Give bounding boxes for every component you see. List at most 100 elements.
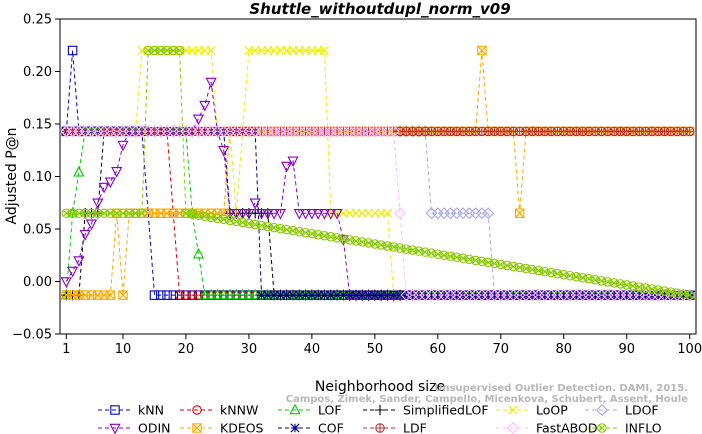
x-axis-label: Neighborhood size — [315, 379, 445, 395]
data-point-odin — [318, 209, 331, 220]
data-point-odin — [281, 161, 293, 173]
y-tick-label: 0.20 — [23, 65, 52, 80]
data-point-lof — [249, 288, 261, 300]
data-point-cof — [300, 290, 311, 300]
data-point-knn — [162, 290, 172, 300]
data-point-cof — [313, 290, 323, 300]
data-point-cof — [672, 290, 682, 300]
data-point-cof — [294, 290, 304, 300]
data-point-kdeos — [514, 208, 525, 218]
data-point-cof — [376, 290, 386, 300]
series-line-knnw — [66, 130, 690, 296]
data-point-knnw — [193, 290, 204, 300]
series-loop — [61, 45, 695, 300]
data-point-odin — [60, 277, 72, 288]
data-point-fastabod — [394, 207, 407, 220]
data-point-cof — [546, 290, 556, 300]
legend-label: FastABOD — [536, 421, 598, 434]
legend-label: COF — [318, 421, 344, 434]
data-point-inflo — [137, 208, 147, 218]
data-point-loop — [206, 45, 216, 56]
data-point-knnw — [187, 290, 197, 300]
series-odin — [60, 77, 696, 302]
data-point-odin — [199, 100, 211, 112]
y-tick-label: 0.25 — [23, 13, 52, 28]
x-tick-label: 10 — [115, 342, 132, 357]
data-point-inflo — [684, 290, 695, 300]
data-point-cof — [307, 290, 317, 300]
legend-item-simplifiedlof: SimplifiedLOF — [363, 403, 489, 418]
watermark-line-2: Campos, Zimek, Sander, Campello, Micenko… — [286, 394, 688, 405]
legend-item-cof: COF — [278, 421, 344, 434]
legend-item-kdeos: KDEOS — [180, 421, 264, 434]
data-point-cof — [363, 290, 374, 300]
legend-marker-odin — [109, 423, 121, 434]
series-line-loop — [66, 50, 690, 296]
data-point-cof — [263, 290, 273, 300]
legend-item-ldf: LDF — [363, 421, 427, 434]
data-point-lof — [205, 288, 217, 300]
data-point-odin — [92, 198, 104, 210]
series-line-ldof — [66, 130, 690, 296]
data-point-cof — [395, 290, 405, 300]
data-point-cof — [496, 290, 506, 300]
legend-marker-lof — [289, 403, 301, 415]
data-point-kdeos — [105, 290, 116, 300]
data-point-cof — [275, 290, 285, 300]
legend-item-ldof: LDOF — [585, 403, 659, 418]
data-point-odin — [268, 209, 280, 220]
x-tick-label: 40 — [304, 342, 321, 357]
series-line-kdeos — [66, 50, 690, 296]
data-point-cof — [609, 290, 619, 300]
legend-label: kNNW — [220, 403, 258, 418]
data-point-lof — [192, 247, 205, 259]
data-point-cof — [288, 290, 298, 300]
legend-item-lof: LOF — [278, 403, 342, 418]
series-line-fastabod — [66, 130, 690, 296]
data-point-kdeos — [118, 290, 128, 300]
legend-marker-loop — [508, 405, 518, 415]
legend-marker-kdeos — [192, 423, 202, 433]
x-tick-label: 20 — [178, 342, 195, 357]
legend-marker-ldof — [596, 404, 608, 416]
data-point-cof — [389, 290, 399, 300]
legend-label: LDOF — [625, 403, 659, 418]
legend-label: kNN — [138, 403, 164, 418]
data-point-odin — [111, 167, 123, 178]
data-point-odin — [98, 182, 110, 194]
axes: 1 10 20 30 40 50 60 70 80 90 100 −0.05 0.00 0.05 0.10 0… — [12, 13, 702, 358]
legend: kNN kNNW LOF SimplifiedLOF LoOP LDOF ODIN KDEOS… — [98, 403, 662, 434]
data-point-knn — [156, 290, 166, 300]
data-point-lof — [211, 288, 224, 300]
data-point-lof — [218, 288, 230, 300]
data-point-lof — [237, 288, 249, 300]
data-point-odin — [299, 209, 312, 220]
legend-marker-knnw — [192, 405, 202, 415]
x-tick-label: 90 — [618, 342, 635, 357]
watermark-line-1: Unsupervised Outlier Detection. DAMI, 20… — [434, 383, 688, 394]
data-point-loop — [382, 208, 393, 218]
data-point-odin — [331, 209, 343, 220]
y-tick-label: −0.05 — [12, 328, 52, 343]
plot-area — [60, 45, 696, 302]
data-point-cof — [420, 290, 430, 300]
data-point-cof — [483, 290, 493, 300]
data-point-cof — [338, 290, 348, 300]
x-tick-label: 60 — [430, 342, 447, 357]
data-point-cof — [502, 290, 512, 300]
data-point-cof — [332, 290, 342, 300]
series-line-simplifiedlof — [66, 130, 690, 296]
data-point-cof — [559, 290, 569, 300]
legend-item-odin: ODIN — [98, 421, 171, 434]
series-inflo — [61, 45, 695, 300]
data-point-cof — [426, 290, 437, 300]
data-point-kdeos — [477, 45, 487, 56]
legend-marker-knn — [110, 405, 120, 415]
data-point-cof — [326, 290, 336, 300]
data-point-fastabod — [387, 125, 400, 138]
chart-title: Shuttle_withoutdupl_norm_v09 — [249, 0, 510, 18]
legend-label: SimplifiedLOF — [403, 403, 489, 418]
data-point-odin — [66, 266, 79, 278]
legend-label: ODIN — [138, 421, 171, 434]
